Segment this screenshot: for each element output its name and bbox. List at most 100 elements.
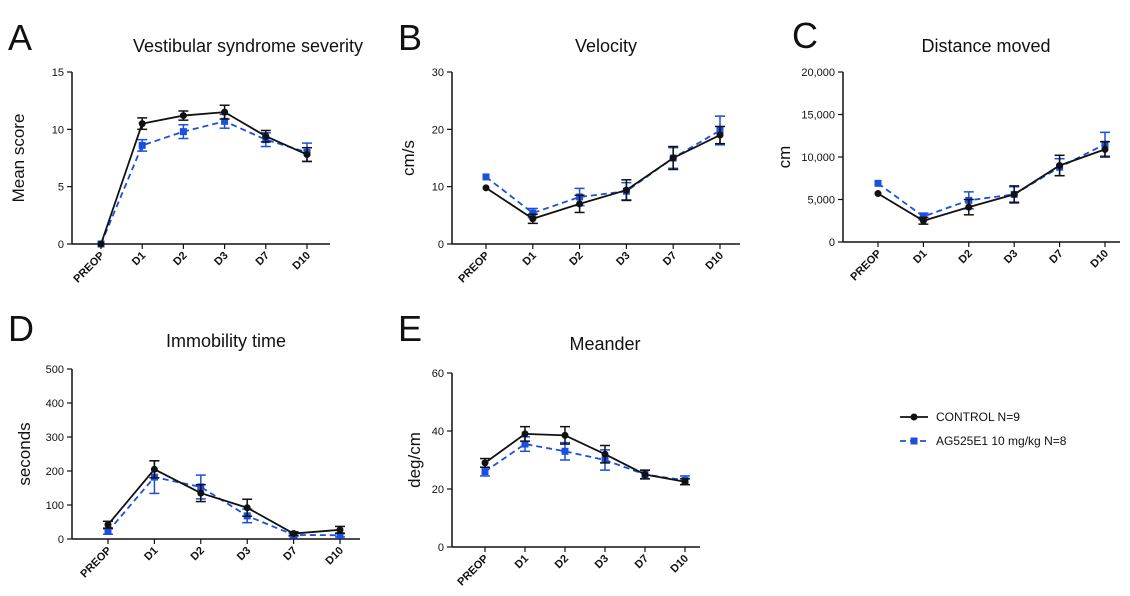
x-tick-label: PREOP xyxy=(71,250,107,286)
data-point xyxy=(576,200,584,208)
x-tick-label: D10 xyxy=(1088,248,1111,271)
y-tick-label: 10,000 xyxy=(801,152,835,164)
x-tick-label: D3 xyxy=(1002,248,1020,266)
y-axis-label: deg/cm xyxy=(405,432,424,488)
y-tick-label: 0 xyxy=(58,239,64,251)
y-tick-label: 15 xyxy=(52,67,64,79)
legend-label: AG525E1 10 mg/kg N=8 xyxy=(936,434,1067,448)
x-tick-label: D1 xyxy=(142,545,160,563)
x-tick-label: PREOP xyxy=(455,553,491,589)
chart-title: Velocity xyxy=(575,36,637,56)
x-tick-label: D1 xyxy=(911,248,929,266)
y-tick-label: 5,000 xyxy=(807,195,835,207)
data-point xyxy=(919,213,927,220)
data-point xyxy=(529,215,537,223)
series-treated xyxy=(874,131,1110,221)
x-tick-label: D7 xyxy=(661,250,679,268)
chart-panel-e: E Meander deg/cm 0 20 40 60 PREOP D1 D2 D3 D7 D10 xyxy=(398,308,700,588)
series-line xyxy=(877,148,1106,222)
chart-panel-d: D Immobility time seconds 0 100 200 300 400 500 P… xyxy=(8,308,360,580)
data-point xyxy=(874,190,882,198)
data-point xyxy=(336,526,344,534)
chart-title: Vestibular syndrome severity xyxy=(133,36,363,56)
y-tick-label: 100 xyxy=(46,500,64,512)
series-line xyxy=(484,443,686,482)
x-tick-label: D1 xyxy=(520,250,538,268)
data-point xyxy=(243,504,251,512)
series-line xyxy=(484,432,686,483)
data-point xyxy=(874,179,882,187)
chart-title: Immobility time xyxy=(166,331,286,351)
series-control xyxy=(482,125,725,225)
data-point xyxy=(179,128,187,136)
data-point xyxy=(601,450,609,458)
panel-letter: C xyxy=(792,15,818,56)
x-tick-label: D10 xyxy=(323,545,346,568)
x-tick-label: D10 xyxy=(668,553,691,576)
data-point xyxy=(104,521,112,529)
x-tick-label: D7 xyxy=(633,553,651,571)
data-point xyxy=(481,468,489,476)
panel-letter: E xyxy=(398,308,422,349)
y-tick-label: 10 xyxy=(432,182,444,194)
x-tick-label: D10 xyxy=(290,250,313,273)
data-point xyxy=(104,528,112,536)
y-tick-label: 60 xyxy=(432,368,444,380)
data-point xyxy=(481,459,489,467)
chart-panel-a: A Vestibular syndrome severity Mean score 0… xyxy=(8,17,363,285)
y-tick-label: 0 xyxy=(438,239,444,251)
panel-letter: A xyxy=(8,17,32,58)
data-point xyxy=(521,440,529,448)
x-tick-label: D2 xyxy=(171,250,189,268)
data-point xyxy=(179,112,187,120)
series-line xyxy=(485,129,721,215)
x-tick-label: D3 xyxy=(593,553,611,571)
data-point xyxy=(1101,145,1109,153)
x-tick-label: D3 xyxy=(235,545,253,563)
data-point xyxy=(561,447,569,455)
x-tick-label: D1 xyxy=(513,553,531,571)
x-tick-label: PREOP xyxy=(78,545,114,581)
data-point xyxy=(669,154,677,162)
x-tick-label: D1 xyxy=(130,250,148,268)
data-point xyxy=(197,489,205,497)
y-axis-label: cm xyxy=(775,146,794,169)
series-line xyxy=(107,476,341,537)
x-tick-label: D2 xyxy=(188,545,206,563)
series-control xyxy=(103,460,345,538)
x-tick-label: D3 xyxy=(212,250,230,268)
y-tick-label: 20 xyxy=(432,124,444,136)
y-tick-label: 200 xyxy=(46,466,64,478)
y-tick-label: 0 xyxy=(829,237,835,249)
chart-title: Meander xyxy=(569,334,640,354)
chart-panel-b: B Velocity cm/s 0 10 20 30 PREOP D1 D2 D3 D7 D10 xyxy=(398,17,740,285)
y-tick-label: 15,000 xyxy=(801,110,835,122)
data-point xyxy=(303,151,311,159)
data-point xyxy=(529,209,537,217)
y-axis-label: seconds xyxy=(15,422,34,485)
data-point xyxy=(561,431,569,439)
y-tick-label: 20 xyxy=(432,484,444,496)
series-control xyxy=(874,140,1110,225)
legend-marker xyxy=(910,437,918,445)
data-point xyxy=(336,531,344,539)
series-line xyxy=(485,134,721,220)
chart-title: Distance moved xyxy=(921,36,1050,56)
series-line xyxy=(100,111,308,245)
x-tick-label: D2 xyxy=(567,250,585,268)
x-tick-label: PREOP xyxy=(456,250,492,286)
y-tick-label: 0 xyxy=(58,534,64,546)
data-point xyxy=(482,184,490,192)
y-axis-label: cm/s xyxy=(399,140,418,176)
y-tick-label: 40 xyxy=(432,426,444,438)
x-tick-label: D2 xyxy=(553,553,571,571)
chart-panel-c: C Distance moved cm 0 5,000 10,000 15,000 20,00… xyxy=(775,15,1120,283)
data-point xyxy=(97,240,105,248)
panel-letter: D xyxy=(8,308,34,349)
y-tick-label: 500 xyxy=(46,364,64,376)
y-tick-label: 0 xyxy=(438,542,444,554)
x-tick-label: D7 xyxy=(253,250,271,268)
legend-marker xyxy=(910,413,918,421)
series-line xyxy=(877,143,1106,218)
